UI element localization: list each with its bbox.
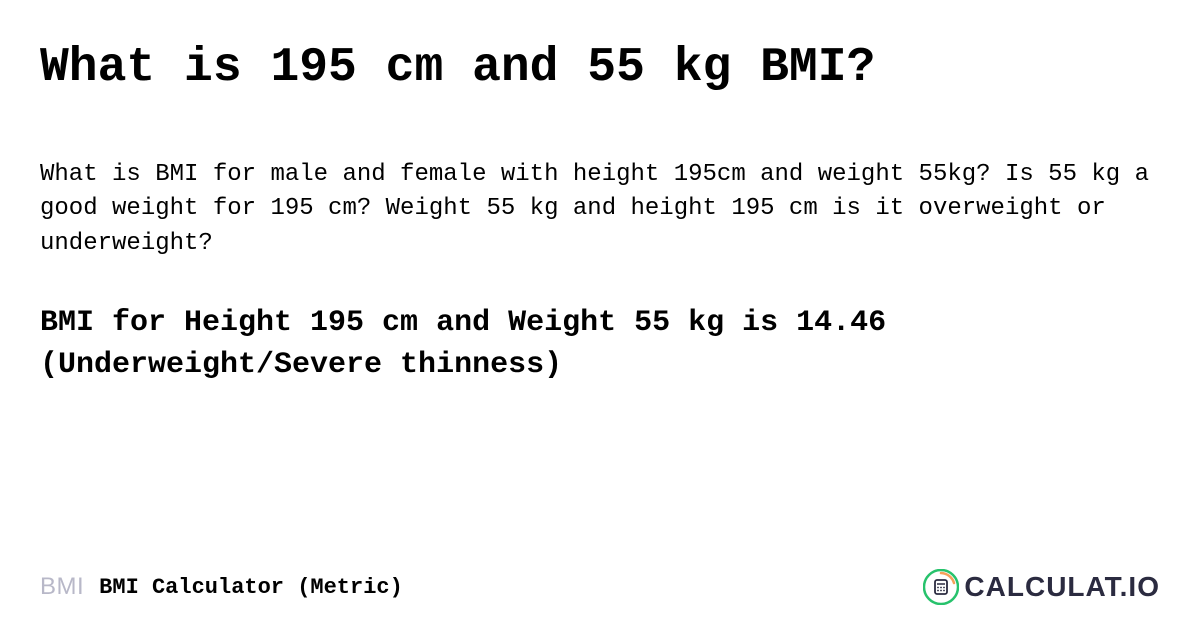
calculator-icon	[923, 569, 959, 605]
bmi-badge: BMI	[40, 573, 84, 601]
logo-text: CALCULAT.IO	[964, 571, 1160, 603]
brand-logo: CALCULAT.IO	[923, 569, 1160, 605]
calculator-label: BMI Calculator (Metric)	[99, 575, 403, 600]
footer: BMI BMI Calculator (Metric) CALCULAT.IO	[40, 569, 1160, 605]
description-text: What is BMI for male and female with hei…	[40, 158, 1160, 262]
bmi-result: BMI for Height 195 cm and Weight 55 kg i…	[40, 302, 1160, 386]
footer-left: BMI BMI Calculator (Metric)	[40, 573, 403, 601]
page-title: What is 195 cm and 55 kg BMI?	[40, 40, 1160, 98]
